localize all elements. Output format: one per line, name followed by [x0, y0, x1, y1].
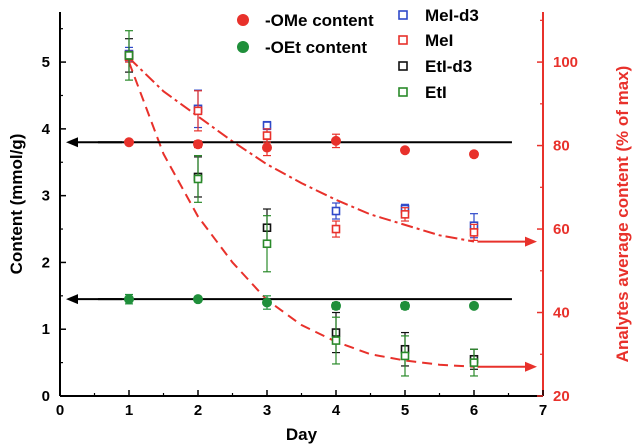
legend-label: MeI — [425, 31, 453, 50]
y-axis-label: Content (mmol/g) — [7, 134, 26, 275]
y2-tick-label: 60 — [553, 221, 570, 238]
data-point — [262, 297, 272, 308]
x-tick-label: 0 — [56, 402, 64, 419]
legend-marker — [237, 41, 249, 53]
legend-label: -OEt content — [265, 38, 367, 57]
data-point — [262, 121, 272, 130]
data-point — [193, 174, 203, 184]
data-point — [124, 51, 134, 60]
y-tick-label: 1 — [42, 321, 50, 338]
series-ome-content — [124, 133, 479, 160]
legend-item-ome-content: -OMe content — [237, 11, 374, 30]
legend-marker — [398, 35, 408, 45]
data-point — [400, 210, 410, 219]
legend-label: MeI-d3 — [425, 6, 479, 25]
trend-lines — [128, 57, 475, 368]
data-point — [400, 300, 410, 311]
y2-tick-label: 100 — [553, 54, 578, 71]
y2-tick-label: 40 — [553, 305, 570, 322]
y2-tick-label: 20 — [553, 388, 570, 405]
axes: 0 1 2 3 4 5 6 7 0 1 2 3 4 5 20 40 60 80 100 — [42, 12, 578, 419]
legend-label: -OMe content — [265, 11, 374, 30]
y-tick-label: 0 — [42, 388, 50, 405]
reference-lines — [66, 137, 537, 372]
data-point — [469, 228, 479, 237]
legend-item-mei-d3: MeI-d3 — [398, 6, 479, 25]
trend-line-dashed — [128, 61, 475, 368]
legend-label: EtI-d3 — [425, 57, 472, 76]
data-point — [193, 139, 203, 150]
data-point — [193, 294, 203, 305]
data-point — [124, 137, 134, 148]
series-eti — [124, 30, 479, 377]
arrow-left-head — [66, 137, 78, 148]
legend-item-eti: EtI — [398, 83, 447, 102]
legend-marker — [398, 87, 408, 97]
arrow-left-head — [66, 294, 78, 305]
x-axis-label: Day — [286, 425, 318, 444]
data-point — [193, 106, 203, 116]
data-point — [400, 351, 410, 361]
data-point — [124, 294, 134, 305]
legend-marker — [398, 10, 408, 20]
data-point — [262, 142, 272, 153]
y2-tick-label: 80 — [553, 138, 570, 155]
legend-item-oet-content: -OEt content — [237, 38, 367, 57]
data-series — [124, 30, 479, 377]
legend-label: EtI — [425, 83, 447, 102]
data-point — [331, 300, 341, 311]
legend-marker — [398, 61, 408, 71]
y-tick-label: 5 — [42, 54, 50, 71]
data-point — [262, 131, 272, 140]
data-point — [469, 149, 479, 160]
data-point — [331, 336, 341, 345]
series-mei — [124, 50, 479, 241]
data-point — [469, 300, 479, 311]
x-tick-label: 1 — [125, 402, 133, 419]
data-point — [331, 224, 341, 234]
x-tick-label: 6 — [470, 402, 478, 419]
y-tick-label: 4 — [42, 121, 51, 138]
legend-item-eti-d3: EtI-d3 — [398, 57, 472, 76]
data-point — [331, 135, 341, 146]
data-point — [400, 145, 410, 156]
trend-line-dash-dot — [128, 57, 475, 243]
series-oet-content — [124, 293, 479, 311]
x-tick-label: 7 — [539, 402, 547, 419]
arrow-right-head — [525, 361, 537, 372]
data-point — [331, 206, 341, 216]
legend: -OMe content -OEt content MeI-d3 MeI EtI-d3 E… — [237, 6, 479, 102]
arrow-right-head — [525, 236, 537, 247]
data-point — [469, 358, 479, 367]
y-tick-label: 2 — [42, 254, 50, 271]
secondary-y-axis-label: Analytes average content (% of max) — [613, 66, 632, 363]
x-tick-label: 2 — [194, 402, 202, 419]
legend-marker — [237, 14, 249, 26]
x-tick-label: 5 — [401, 402, 409, 419]
x-tick-label: 3 — [263, 402, 271, 419]
x-tick-label: 4 — [332, 402, 341, 419]
y-tick-label: 3 — [42, 188, 50, 205]
data-point — [262, 239, 272, 249]
legend-item-mei: MeI — [398, 31, 453, 50]
